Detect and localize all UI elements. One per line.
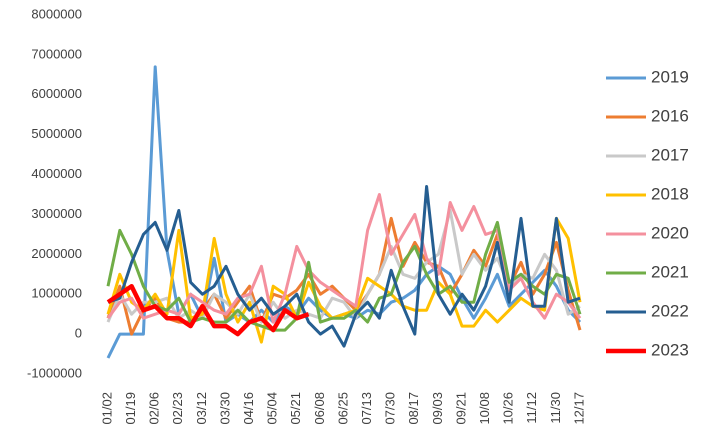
y-tick-label: 3000000 — [31, 206, 82, 221]
x-tick-label: 01/19 — [123, 392, 138, 425]
legend-label: 2023 — [651, 340, 689, 359]
legend-label: 2018 — [651, 184, 689, 203]
x-tick-label: 06/08 — [312, 392, 327, 425]
x-tick-label: 07/13 — [359, 392, 374, 425]
series-line — [106, 216, 582, 344]
y-tick-label: 2000000 — [31, 246, 82, 261]
legend-label: 2019 — [651, 67, 689, 86]
y-tick-label: -1000000 — [27, 365, 82, 380]
legend-label: 2022 — [651, 301, 689, 320]
x-tick-label: 12/17 — [571, 392, 586, 425]
legend-label: 2021 — [651, 262, 689, 281]
x-tick-label: 09/03 — [430, 392, 445, 425]
x-tick-label: 10/08 — [477, 392, 492, 425]
legend-label: 2020 — [651, 223, 689, 242]
x-tick-label: 03/12 — [194, 392, 209, 425]
x-tick-label: 11/12 — [524, 392, 539, 424]
y-tick-label: 7000000 — [31, 46, 82, 61]
x-tick-label: 10/26 — [501, 392, 516, 425]
legend-label: 2017 — [651, 145, 689, 164]
x-tick-label: 08/17 — [406, 392, 421, 425]
y-tick-label: 8000000 — [31, 6, 82, 21]
y-tick-label: 5000000 — [31, 126, 82, 141]
y-tick-label: 0 — [75, 326, 82, 341]
x-tick-label: 07/30 — [383, 392, 398, 425]
x-tick-label: 02/23 — [170, 392, 185, 425]
legend-label: 2016 — [651, 106, 689, 125]
y-tick-label: 1000000 — [31, 286, 82, 301]
x-tick-label: 09/21 — [453, 392, 468, 425]
y-tick-label: 6000000 — [31, 86, 82, 101]
series-line — [107, 185, 581, 348]
series-line — [106, 220, 582, 332]
series-line — [106, 193, 582, 324]
x-tick-label: 03/30 — [217, 392, 232, 425]
x-tick-label: 05/04 — [265, 392, 280, 425]
x-tick-label: 01/02 — [99, 392, 114, 425]
y-tick-label: 4000000 — [31, 166, 82, 181]
x-tick-label: 06/25 — [335, 392, 350, 425]
x-tick-label: 02/06 — [147, 392, 162, 425]
series-line — [106, 283, 310, 337]
x-tick-label: 04/16 — [241, 392, 256, 425]
x-tick-label: 11/30 — [548, 392, 563, 424]
x-tick-label: 05/21 — [288, 392, 303, 425]
